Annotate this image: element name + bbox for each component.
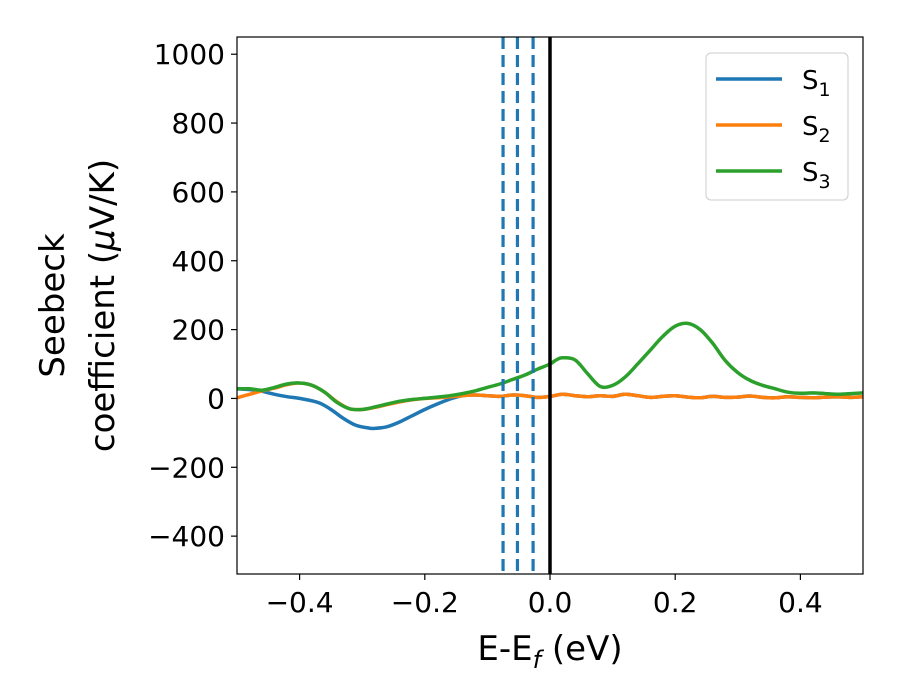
legend-label-s3: S3: [802, 158, 831, 193]
x-tick-label: 0.2: [653, 586, 698, 619]
y-tick-label: 600: [172, 176, 225, 209]
legend: S1 S2 S3: [705, 52, 849, 201]
x-axis-label: E-Ef (eV): [477, 629, 622, 674]
legend-label-s1: S1: [802, 66, 831, 101]
y-tick-label: 0: [207, 382, 225, 415]
x-tick-label: 0.0: [528, 586, 573, 619]
y-tick-label: 1000: [154, 38, 225, 71]
y-tick-label: 800: [172, 107, 225, 140]
y-tick-label: −400: [148, 520, 225, 553]
y-tick-label: 200: [172, 314, 225, 347]
y-axis-label-line1: Seebeck: [33, 233, 73, 378]
y-tick-label: 400: [172, 245, 225, 278]
x-tick-label: −0.4: [266, 586, 334, 619]
y-axis-label-line2: coefficient (μV/K): [83, 159, 123, 452]
x-tick-label: −0.2: [391, 586, 459, 619]
y-axis-label: Seebeck coefficient (μV/K): [33, 159, 123, 452]
x-tick-label: 0.4: [778, 586, 823, 619]
series-line-s3: [237, 321, 863, 412]
axis-ticks: −0.4 −0.2 0.0 0.2 0.4 −400 −200 0 200 400 600 800 10…: [148, 38, 823, 619]
y-tick-label: −200: [148, 451, 225, 484]
legend-label-s2: S2: [802, 112, 831, 147]
vertical-reference-lines: [501, 37, 552, 574]
